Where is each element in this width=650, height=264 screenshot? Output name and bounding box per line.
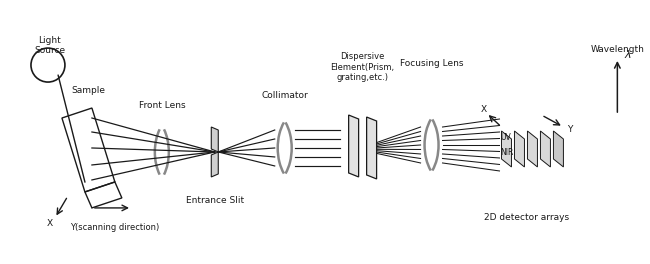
- Polygon shape: [211, 127, 218, 152]
- Polygon shape: [527, 131, 538, 167]
- Polygon shape: [348, 115, 359, 177]
- Polygon shape: [211, 152, 218, 177]
- Text: Dispersive
Element(Prism,
grating,etc.): Dispersive Element(Prism, grating,etc.): [331, 52, 395, 82]
- Polygon shape: [553, 131, 564, 167]
- Text: Entrance Slit: Entrance Slit: [186, 196, 244, 205]
- Text: Front Lens: Front Lens: [138, 101, 185, 110]
- Text: λ: λ: [625, 50, 631, 60]
- Polygon shape: [367, 117, 376, 179]
- Polygon shape: [514, 131, 525, 167]
- Text: Sample: Sample: [71, 86, 105, 95]
- Text: Collimator: Collimator: [261, 91, 308, 100]
- Polygon shape: [502, 131, 512, 167]
- Text: Y: Y: [567, 125, 572, 134]
- Text: Wavelength: Wavelength: [590, 45, 644, 54]
- Text: X: X: [47, 219, 53, 228]
- Text: X: X: [480, 105, 487, 114]
- Text: NIR: NIR: [500, 148, 514, 157]
- Text: Focusing Lens: Focusing Lens: [400, 59, 463, 68]
- Text: 2D detector arrays: 2D detector arrays: [484, 213, 569, 222]
- Text: Light
Source: Light Source: [34, 36, 66, 55]
- Text: UV: UV: [500, 133, 512, 142]
- Text: Y(scanning direction): Y(scanning direction): [70, 223, 159, 232]
- Polygon shape: [540, 131, 551, 167]
